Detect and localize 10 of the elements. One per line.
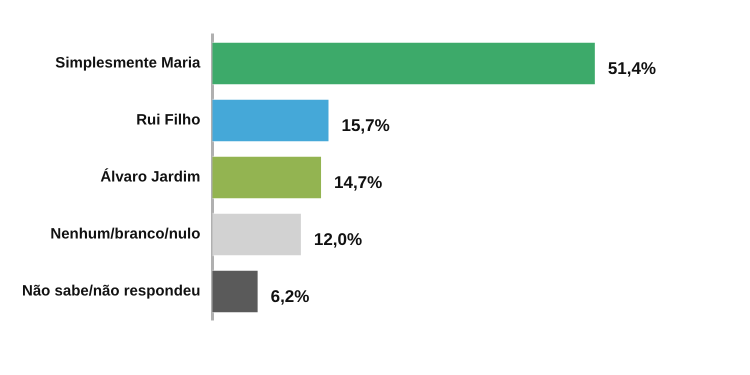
y-tick-label: Rui Filho [136,112,200,129]
data-label: 14,7% [334,173,382,192]
data-label: 15,7% [342,116,390,136]
y-tick-label: Nenhum/branco/nulo [50,226,200,243]
y-tick-label: Simplesmente Maria [55,54,202,72]
y-tick-label: Álvaro Jardim [100,168,200,186]
data-label: 51,4% [608,59,656,78]
y-tick-label: Não sabe/não respondeu [22,282,200,300]
data-label: 12,0% [314,230,362,250]
data-label: 6,2% [270,287,310,306]
